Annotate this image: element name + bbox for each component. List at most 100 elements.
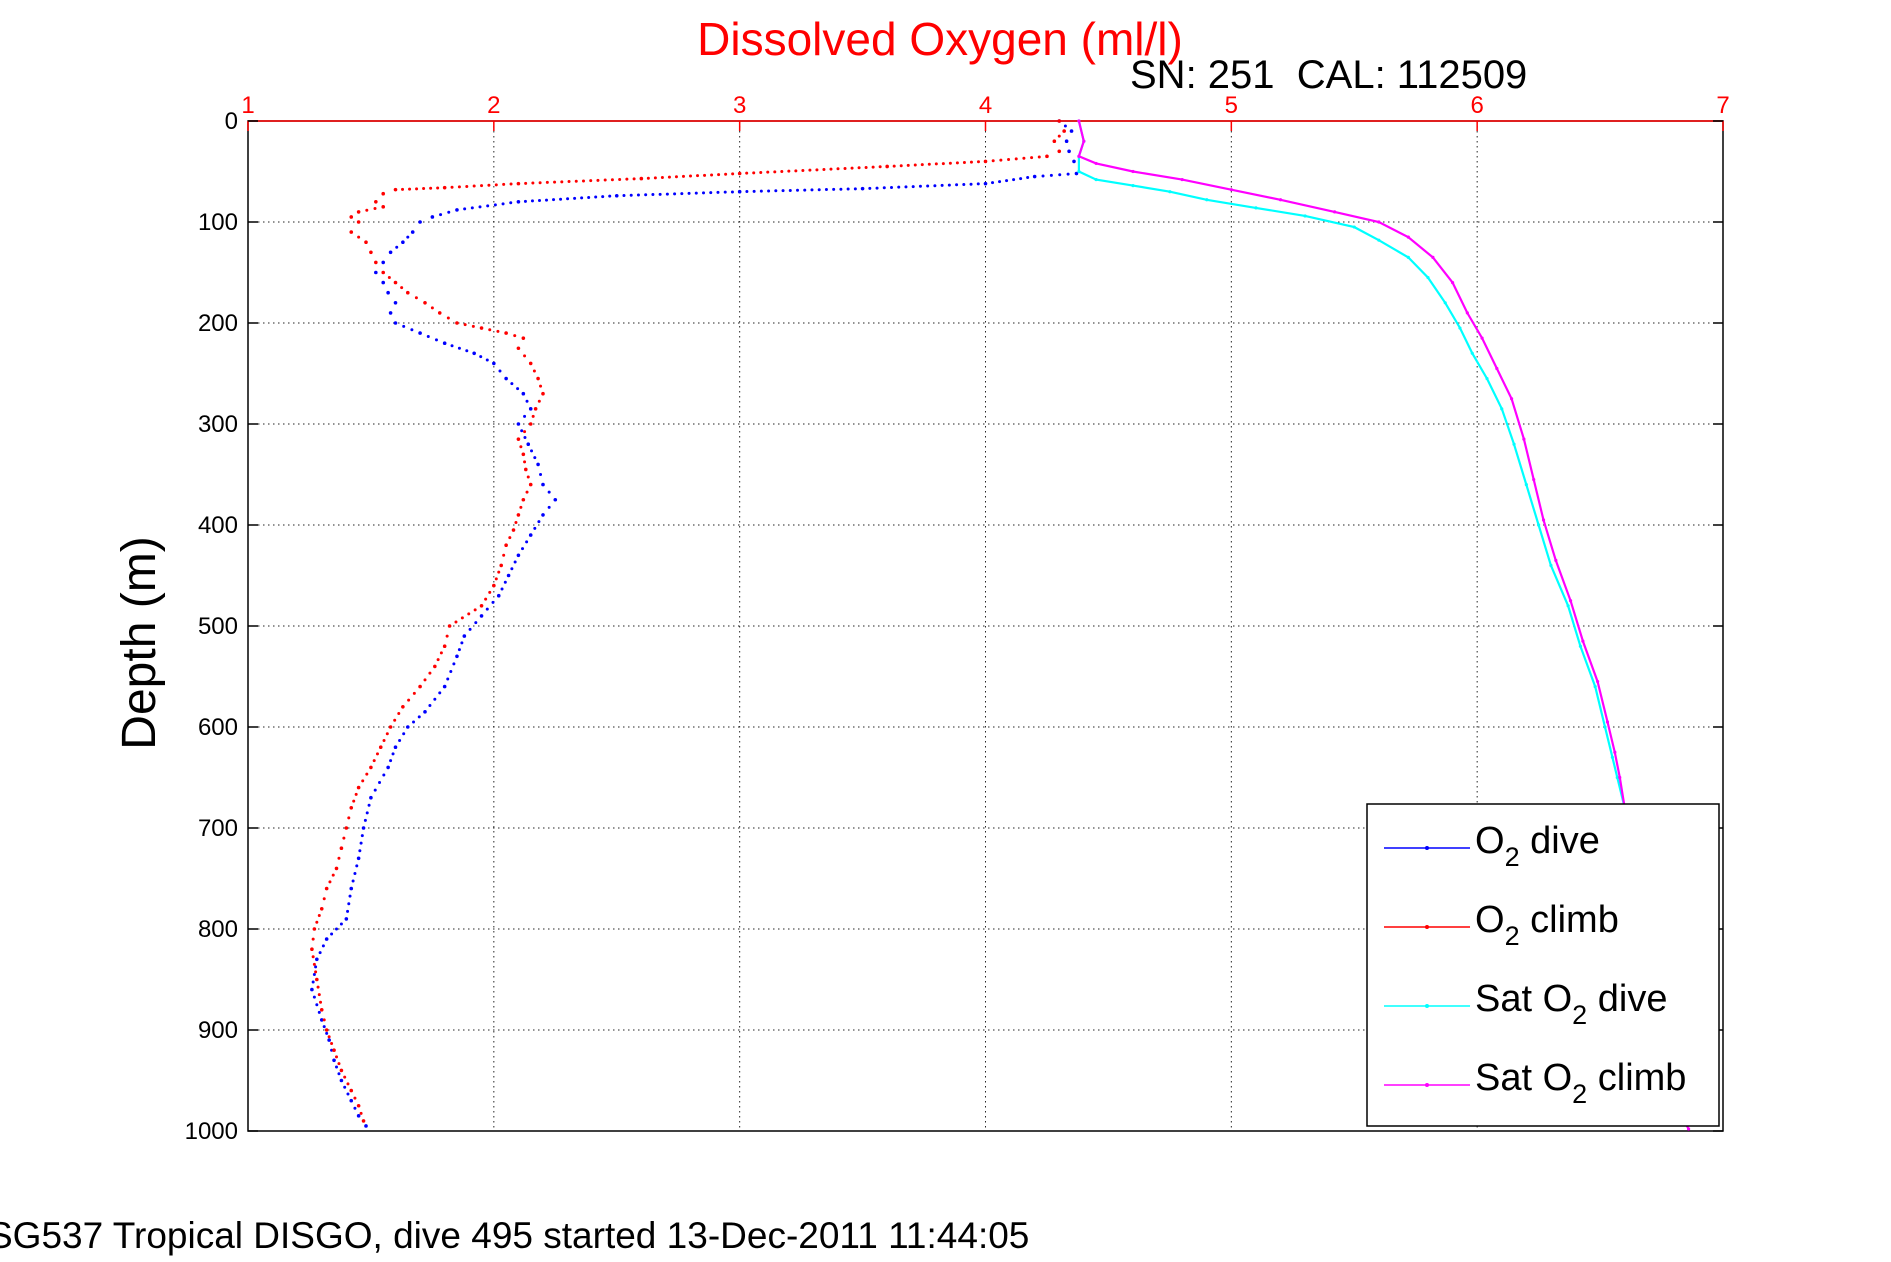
x-tick-label: 7 bbox=[1716, 92, 1729, 119]
data-point bbox=[344, 826, 349, 830]
data-point bbox=[322, 1025, 326, 1029]
y-tick-label: 200 bbox=[198, 310, 238, 337]
data-point bbox=[1180, 177, 1184, 182]
data-point bbox=[999, 158, 1003, 162]
data-point bbox=[519, 445, 523, 449]
data-point bbox=[589, 179, 593, 183]
data-point bbox=[433, 664, 437, 669]
data-point bbox=[457, 346, 461, 350]
data-point bbox=[839, 187, 843, 191]
data-point bbox=[454, 620, 458, 624]
data-point bbox=[513, 560, 517, 564]
data-point bbox=[516, 553, 521, 558]
legend-label-sat-o2-climb: Sat O2 climb bbox=[1475, 1057, 1686, 1109]
y-tick-label: 300 bbox=[198, 411, 238, 438]
data-point bbox=[488, 328, 492, 332]
data-point bbox=[794, 169, 798, 173]
data-point bbox=[566, 197, 570, 201]
data-point bbox=[913, 163, 917, 167]
data-point bbox=[846, 187, 850, 191]
data-point bbox=[367, 803, 371, 807]
data-point bbox=[330, 1041, 334, 1045]
data-point bbox=[457, 185, 461, 189]
data-point bbox=[521, 452, 526, 457]
data-point bbox=[455, 208, 459, 212]
data-point bbox=[1377, 238, 1381, 242]
data-point bbox=[545, 180, 549, 184]
data-point bbox=[479, 355, 483, 359]
data-point bbox=[353, 871, 357, 875]
data-point bbox=[969, 160, 973, 164]
data-point bbox=[533, 407, 538, 411]
data-point bbox=[360, 834, 364, 838]
legend-marker-sat-o2-climb bbox=[1425, 1083, 1429, 1087]
data-point bbox=[1613, 750, 1617, 754]
data-point bbox=[882, 186, 886, 190]
data-point bbox=[1450, 281, 1455, 285]
data-point bbox=[1512, 442, 1516, 446]
data-point bbox=[1032, 174, 1037, 179]
data-point bbox=[941, 162, 945, 166]
data-point bbox=[523, 460, 527, 464]
data-point bbox=[363, 818, 367, 822]
data-point bbox=[983, 181, 988, 186]
data-point bbox=[438, 691, 442, 695]
data-point bbox=[415, 187, 419, 191]
data-point bbox=[547, 490, 551, 494]
data-point bbox=[423, 301, 427, 305]
data-point bbox=[1426, 275, 1430, 280]
data-point bbox=[1037, 155, 1041, 159]
data-point bbox=[373, 788, 377, 792]
data-point bbox=[788, 188, 792, 192]
data-point bbox=[353, 1106, 357, 1110]
data-point bbox=[1014, 157, 1018, 161]
legend-label-o2-dive: O2 dive bbox=[1475, 820, 1600, 872]
data-point bbox=[581, 179, 585, 183]
data-point bbox=[361, 826, 366, 830]
data-point bbox=[955, 161, 959, 165]
data-point bbox=[759, 171, 763, 175]
data-point bbox=[803, 188, 807, 192]
data-point bbox=[343, 1075, 347, 1079]
data-point bbox=[395, 245, 399, 249]
data-point bbox=[429, 186, 433, 190]
data-point bbox=[1007, 158, 1011, 162]
data-point bbox=[436, 186, 440, 190]
data-point bbox=[853, 187, 857, 191]
data-point bbox=[349, 806, 354, 810]
data-point bbox=[1041, 174, 1045, 178]
data-point bbox=[356, 1103, 361, 1108]
data-point bbox=[365, 811, 369, 815]
data-point bbox=[1094, 177, 1098, 182]
legend-label-o2-climb: O2 climb bbox=[1475, 899, 1619, 951]
data-point bbox=[523, 414, 527, 418]
data-point bbox=[625, 177, 629, 181]
data-point bbox=[401, 240, 405, 244]
data-point bbox=[315, 977, 319, 982]
data-point bbox=[369, 795, 373, 800]
data-point bbox=[361, 1119, 366, 1123]
data-point bbox=[339, 922, 343, 926]
data-point bbox=[328, 880, 332, 884]
data-point bbox=[983, 159, 988, 164]
data-point bbox=[537, 199, 541, 203]
data-point bbox=[1610, 755, 1614, 759]
data-point bbox=[445, 634, 449, 638]
data-point bbox=[885, 164, 889, 169]
series-sat-o2-dive bbox=[1077, 119, 1627, 810]
data-point bbox=[843, 166, 847, 170]
data-point bbox=[962, 160, 966, 164]
data-point bbox=[349, 1098, 354, 1103]
data-point bbox=[319, 907, 324, 911]
data-point bbox=[717, 173, 721, 177]
y-axis-ticks: 0 100 200 300 400 500 600 700 800 900 1000 bbox=[185, 108, 1723, 1145]
data-point bbox=[310, 987, 314, 992]
data-point bbox=[538, 181, 542, 185]
x-tick-label: 6 bbox=[1470, 92, 1483, 119]
data-point bbox=[1537, 523, 1541, 527]
data-point bbox=[1049, 173, 1053, 177]
data-point bbox=[1045, 154, 1049, 159]
data-point bbox=[680, 192, 684, 196]
data-point bbox=[857, 166, 861, 170]
data-point bbox=[344, 917, 349, 921]
